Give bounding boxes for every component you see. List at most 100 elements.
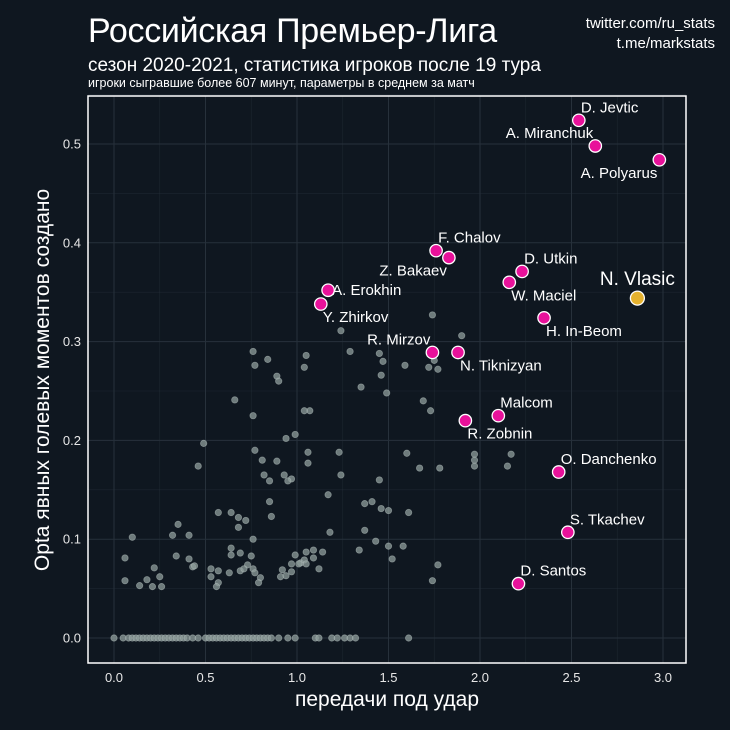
data-point-highlighted — [571, 113, 586, 128]
data-point-other — [157, 583, 166, 591]
plot-frame — [87, 95, 687, 664]
x-tick-label: 0.5 — [196, 670, 214, 685]
data-point-highlighted — [588, 139, 603, 153]
data-point-other — [379, 357, 387, 365]
chart-subtitle: сезон 2020-2021, статистика игроков посл… — [88, 55, 541, 76]
data-point-other — [225, 569, 233, 577]
x-tick-label: 1.5 — [379, 670, 397, 685]
data-point-other — [231, 396, 239, 404]
x-tick-label: 2.0 — [471, 670, 489, 685]
data-label: O. Danchenko — [561, 451, 657, 468]
data-point-other — [214, 508, 222, 517]
data-point-other — [372, 537, 380, 545]
data-point-other — [194, 462, 202, 470]
data-point-highlighted — [425, 345, 440, 360]
y-tick-label: 0.5 — [63, 137, 81, 152]
data-label: A. Erokhin — [332, 282, 401, 299]
data-point-other — [136, 582, 144, 590]
chart-caption: игроки сыгравшие более 607 минут, параме… — [88, 76, 475, 90]
data-point-other — [168, 531, 177, 539]
data-point-other — [150, 564, 158, 572]
data-point-other — [375, 349, 383, 358]
data-label: Z. Bakaev — [379, 263, 447, 280]
data-label: S. Tkachev — [570, 511, 645, 528]
data-point-other — [377, 371, 385, 379]
data-point-other — [128, 533, 136, 541]
data-point-other — [428, 577, 437, 585]
other-players — [110, 311, 515, 642]
highlighted-players — [313, 113, 667, 591]
data-point-other — [260, 471, 268, 479]
data-point-other — [212, 583, 221, 591]
credit: twitter.com/ru_stats t.me/markstats — [586, 14, 715, 54]
data-point-other — [319, 548, 327, 556]
data-point-highlighted — [451, 345, 465, 360]
data-point-other — [403, 449, 411, 457]
data-point-highlighted — [321, 283, 335, 298]
data-point-other — [315, 565, 323, 573]
data-point-other — [265, 477, 274, 485]
data-point-other — [287, 568, 296, 576]
data-point-highlighted — [560, 525, 575, 540]
credit-telegram: t.me/markstats — [616, 35, 715, 52]
data-label: N. Tiknizyan — [460, 357, 542, 374]
data-point-other — [273, 457, 281, 465]
data-point-highlighted — [442, 250, 456, 265]
credit-twitter: twitter.com/ru_stats — [585, 15, 715, 32]
data-point-other — [275, 634, 283, 642]
data-point-other — [375, 476, 383, 484]
data-point-other — [302, 351, 310, 360]
data-point-other — [405, 634, 413, 642]
data-point-other — [416, 464, 424, 472]
data-point-other — [207, 565, 215, 573]
chart-title: Российская Премьер-Лига — [88, 12, 497, 50]
data-point-other — [110, 634, 118, 642]
data-point-other — [282, 572, 290, 580]
data-point-highlighted — [551, 465, 566, 479]
data-point-other — [200, 439, 208, 447]
y-axis-ticks: 0.0 0.1 0.2 0.3 0.4 0.5 — [63, 137, 81, 646]
data-point-other — [419, 397, 427, 405]
data-point-other — [405, 508, 413, 517]
data-point-other — [264, 355, 272, 363]
data-label: Y. Zhirkov — [323, 309, 389, 326]
data-point-other — [227, 551, 235, 559]
data-point-other — [337, 471, 345, 479]
data-point-other — [470, 450, 479, 458]
data-point-other — [242, 516, 250, 525]
x-tick-label: 1.0 — [288, 670, 306, 685]
data-point-other — [377, 504, 385, 513]
grid — [88, 94, 686, 663]
data-point-other — [302, 548, 310, 556]
data-point-other — [194, 634, 202, 642]
data-point-highlighted — [652, 152, 667, 167]
data-point-other — [309, 554, 318, 562]
data-point-other — [240, 565, 248, 573]
data-point-highlighted — [429, 243, 443, 258]
data-label: R. Mirzov — [367, 331, 431, 348]
data-point-other — [333, 634, 341, 642]
data-label: A. Polyarus — [581, 165, 658, 182]
data-point-other — [401, 361, 409, 369]
y-tick-label: 0.2 — [63, 433, 81, 448]
data-point-other — [143, 576, 151, 584]
data-point-other — [335, 448, 343, 456]
data-point-other — [249, 412, 257, 420]
data-point-featured — [629, 290, 646, 306]
y-axis-label: Opta явных голевых моментов создано — [31, 189, 54, 571]
data-point-other — [156, 573, 164, 581]
data-label: D. Utkin — [524, 250, 577, 267]
data-point-other — [434, 561, 442, 569]
data-point-other — [295, 560, 303, 568]
data-point-highlighted — [458, 413, 473, 428]
data-point-other — [148, 583, 157, 591]
data-point-other — [190, 562, 199, 570]
data-point-other — [291, 430, 299, 439]
data-point-other — [300, 363, 308, 371]
data-point-other — [309, 546, 318, 554]
x-axis-ticks: 0.0 0.5 1.0 1.5 2.0 2.5 3.0 — [105, 670, 672, 685]
data-point-other — [251, 569, 259, 577]
data-point-other — [174, 520, 182, 528]
data-point-highlighted — [491, 408, 506, 423]
data-point-other — [185, 531, 193, 539]
